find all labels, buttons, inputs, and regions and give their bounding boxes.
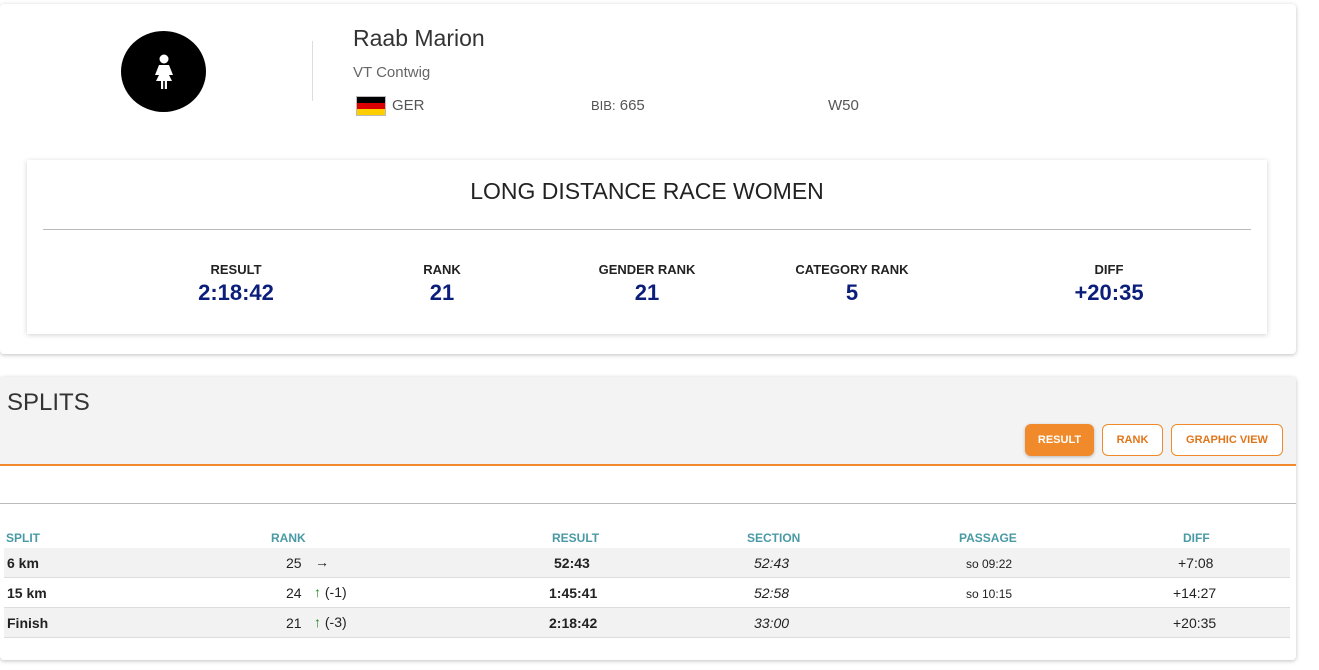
cell-section: 33:00 [754,615,790,631]
table-row: 15 km 24 ↑ (-1) 1:45:41 52:58 so 10:15 +… [4,578,1290,608]
splits-title: SPLITS [7,389,90,416]
race-divider [43,229,1251,230]
stat-label: CATEGORY RANK [795,262,909,277]
rank-trend: ↑ (-1) [314,584,347,600]
splits-card: SPLITS RESULT RANK GRAPHIC VIEW SPLIT RA… [0,377,1296,660]
rank-change: (-1) [324,584,347,600]
cell-diff: +7:08 [1178,555,1214,571]
stat-label: RANK [423,262,461,277]
cell-rank: 24 [286,585,302,601]
arrow-right-icon: → [315,554,329,570]
col-header-split: SPLIT [6,531,41,545]
stat-value: +20:35 [1074,280,1144,305]
cell-rank: 21 [286,615,302,631]
rank-view-button[interactable]: RANK [1102,424,1163,456]
col-header-result: RESULT [552,531,600,545]
graphic-view-button[interactable]: GRAPHIC VIEW [1171,424,1283,456]
splits-divider [0,503,1296,504]
cell-passage: so 09:22 [966,557,1013,571]
athlete-nation: GER [392,97,425,114]
stat-result: RESULT 2:18:42 [146,262,326,306]
arrow-up-icon: ↑ [314,614,321,630]
cell-passage: so 10:15 [966,587,1013,601]
cell-result: 2:18:42 [549,615,598,631]
stat-category-rank: CATEGORY RANK 5 [762,262,942,306]
col-header-section: SECTION [747,531,801,545]
table-row: Finish 21 ↑ (-3) 2:18:42 33:00 +20:35 [4,608,1290,638]
rank-trend: → [315,554,329,570]
athlete-bib: BIB: 665 [591,97,645,114]
cell-diff: +20:35 [1173,615,1217,631]
splits-header: SPLITS RESULT RANK GRAPHIC VIEW [0,377,1296,466]
germany-flag-icon [356,96,386,116]
cell-result: 1:45:41 [549,585,598,601]
stat-value: 21 [429,280,455,305]
stat-label: DIFF [1094,262,1124,277]
cell-split: Finish [7,615,49,631]
stat-label: RESULT [210,262,262,277]
race-title: LONG DISTANCE RACE WOMEN [470,178,824,204]
athlete-card: Raab Marion VT Contwig GER BIB: 665 W50 … [0,4,1296,354]
cell-rank: 25 [286,555,302,571]
cell-split: 15 km [7,585,47,601]
stat-value: 5 [845,280,859,305]
rank-change: (-3) [324,614,347,630]
athlete-name: Raab Marion [353,25,485,51]
result-view-button[interactable]: RESULT [1025,424,1094,456]
race-summary-card: LONG DISTANCE RACE WOMEN RESULT 2:18:42 … [27,160,1267,334]
cell-section: 52:58 [754,585,790,601]
table-row: 6 km 25 → 52:43 52:43 so 09:22 +7:08 [4,548,1290,578]
cell-split: 6 km [7,555,39,571]
stat-rank: RANK 21 [352,262,532,306]
header-divider [312,41,313,101]
rank-trend: ↑ (-3) [314,614,347,630]
arrow-up-icon: ↑ [314,584,321,600]
stat-value: 21 [634,280,660,305]
athlete-category: W50 [828,97,859,114]
stat-diff: DIFF +20:35 [1019,262,1199,306]
athlete-club: VT Contwig [353,64,431,81]
cell-section: 52:43 [754,555,790,571]
cell-diff: +14:27 [1173,585,1217,601]
bib-label: BIB: [591,98,616,113]
col-header-rank: RANK [271,531,306,545]
stat-gender-rank: GENDER RANK 21 [557,262,737,306]
cell-result: 52:43 [554,555,590,571]
col-header-passage: PASSAGE [959,531,1017,545]
bib-number: 665 [619,97,645,114]
stat-value: 2:18:42 [198,280,274,305]
stat-label: GENDER RANK [598,262,696,277]
col-header-diff: DIFF [1183,531,1210,545]
female-person-icon [121,31,206,112]
